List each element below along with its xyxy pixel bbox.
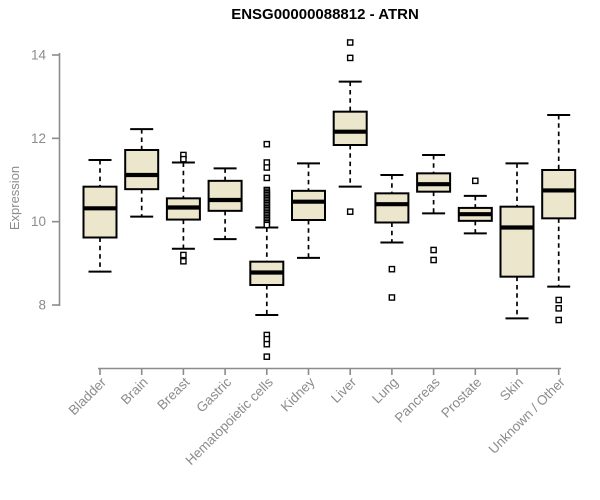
iqr-box <box>374 192 410 224</box>
outlier-point <box>180 251 187 259</box>
outlier-point <box>263 353 271 360</box>
outlier-point <box>180 257 187 265</box>
iqr-box <box>82 185 118 239</box>
y-tick-label: 14 <box>31 48 47 63</box>
x-tick-label: Pancreas <box>392 374 443 425</box>
outlier-point <box>346 208 354 215</box>
y-tick-label: 12 <box>31 131 46 146</box>
x-tick-label: Unknown / Other <box>486 374 569 457</box>
outlier-point <box>263 221 271 229</box>
y-tick-label: 10 <box>31 214 46 229</box>
outlier-point <box>180 155 187 163</box>
x-tick-label: Gastric <box>193 374 234 415</box>
iqr-box <box>124 149 160 191</box>
iqr-box <box>291 189 326 222</box>
outlier-point <box>263 340 271 348</box>
outlier-point <box>346 54 354 62</box>
outlier-point <box>555 305 562 312</box>
x-tick-label: Kidney <box>278 374 318 414</box>
outlier-point <box>472 177 479 185</box>
iqr-box <box>207 179 243 212</box>
box-lung <box>374 174 410 301</box>
box-kidney <box>291 162 326 259</box>
box-unknown-other <box>541 114 577 324</box>
outlier-point <box>263 164 271 171</box>
x-tick-label: Liver <box>328 374 360 406</box>
box-breast <box>165 151 201 265</box>
x-tick-label: Brain <box>118 375 151 408</box>
x-tick-label: Skin <box>497 375 526 404</box>
chart-title: ENSG00000088812 - ATRN <box>231 6 419 23</box>
outlier-point <box>555 296 562 304</box>
box-bladder <box>82 159 118 273</box>
box-brain <box>124 128 160 218</box>
box-hematopoietic-cells <box>249 140 285 360</box>
box-prostate <box>457 177 493 235</box>
box-skin <box>499 162 535 320</box>
box-pancreas <box>416 154 452 264</box>
outlier-point <box>263 140 271 148</box>
outlier-point <box>388 294 396 301</box>
iqr-box <box>541 169 577 220</box>
outlier-point <box>555 316 562 324</box>
x-tick-label: Lung <box>369 375 401 407</box>
y-tick-label: 8 <box>38 298 46 313</box>
box-liver <box>332 39 368 215</box>
x-tick-label: Prostate <box>438 375 484 421</box>
iqr-box <box>332 110 368 147</box>
outlier-point <box>388 265 396 273</box>
box-gastric <box>207 167 243 241</box>
x-tick-label: Breast <box>154 374 192 412</box>
outlier-point <box>430 256 437 264</box>
outlier-point <box>346 39 354 46</box>
outlier-point <box>263 174 271 182</box>
iqr-box <box>499 205 535 278</box>
x-tick-label: Bladder <box>66 374 110 418</box>
outlier-point <box>430 246 437 254</box>
